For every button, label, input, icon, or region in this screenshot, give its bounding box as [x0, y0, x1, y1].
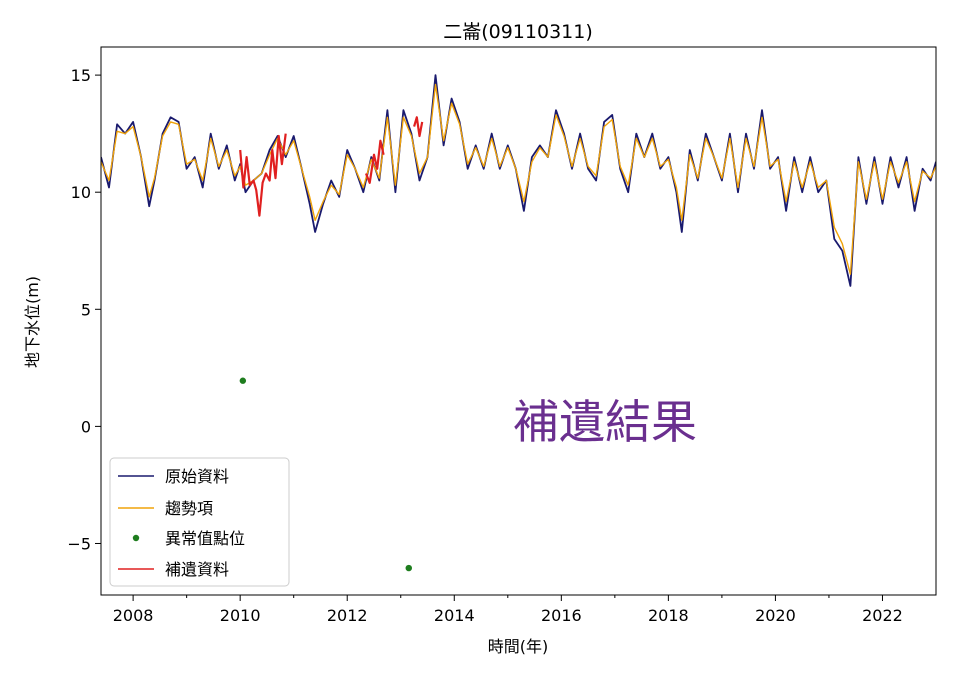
- x-tick-label: 2012: [327, 606, 368, 625]
- y-tick-label: 5: [81, 300, 91, 319]
- y-tick-label: 10: [71, 183, 91, 202]
- x-tick-label: 2016: [541, 606, 582, 625]
- plot-frame: [100, 46, 937, 596]
- legend-label-outlier: 異常值點位: [165, 529, 245, 548]
- x-tick-label: 2010: [220, 606, 261, 625]
- filled-segment-0: [239, 133, 287, 217]
- legend-label-filled: 補遺資料: [165, 560, 229, 579]
- x-tick-label: 2020: [755, 606, 796, 625]
- plot-area: [101, 74, 936, 572]
- y-axis-label: 地下水位(m): [23, 276, 42, 368]
- y-tick-label: −5: [67, 534, 91, 553]
- x-tick-label: 2008: [113, 606, 154, 625]
- x-tick-label: 2014: [434, 606, 475, 625]
- x-tick-label: 2022: [862, 606, 903, 625]
- y-tick-label: 0: [81, 417, 91, 436]
- x-axis-label: 時間(年): [488, 637, 549, 656]
- y-axis: −5 0 5 10 15: [67, 66, 101, 553]
- chart-title: 二崙(09110311): [443, 21, 593, 43]
- legend-swatch-outlier: [132, 534, 140, 542]
- series-line-1: [101, 83, 936, 275]
- legend-label-trend: 趨勢項: [165, 499, 213, 518]
- outlier-point: [405, 564, 412, 572]
- x-axis: 2008 2010 2012 2014 2016 2018 2020 2022: [113, 595, 903, 625]
- filled-segment-1: [364, 139, 385, 184]
- legend: 原始資料 趨勢項 異常值點位 補遺資料: [109, 457, 290, 587]
- legend-label-raw: 原始資料: [165, 467, 229, 486]
- legend-box: [109, 457, 290, 587]
- annotation-text: 補遺結果: [513, 395, 697, 449]
- filled-segment-2: [413, 116, 424, 138]
- y-tick-label: 15: [71, 66, 91, 85]
- outlier-point: [239, 377, 247, 384]
- x-tick-label: 2018: [648, 606, 689, 625]
